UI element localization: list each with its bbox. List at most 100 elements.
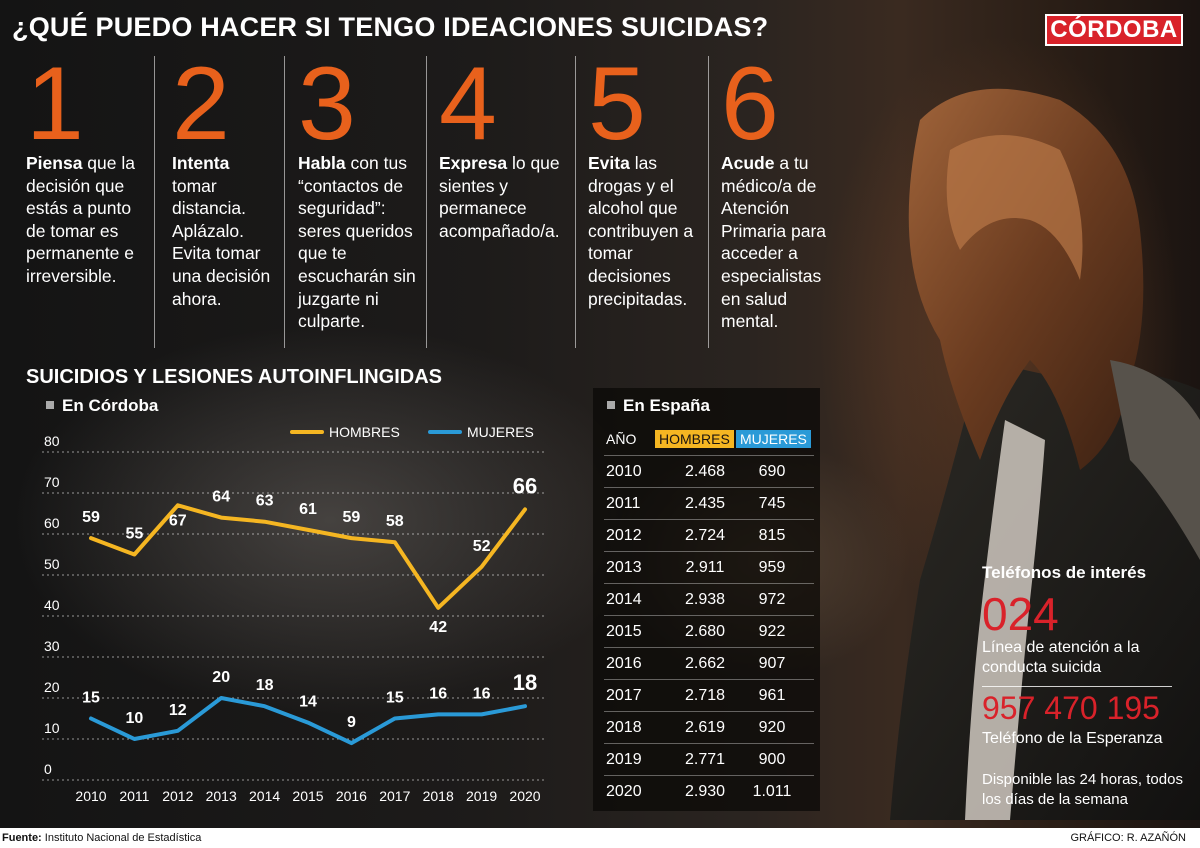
step-text: Expresa lo que sientes y permanece acomp… xyxy=(439,152,567,242)
table-row: 2018 2.619 920 xyxy=(604,711,814,743)
data-label: 64 xyxy=(212,489,230,506)
table-cell-women: 690 xyxy=(758,463,786,480)
step-keyword: Intenta xyxy=(172,153,230,173)
step-6: 6 Acude a tu médico/a de Atención Primar… xyxy=(721,52,831,333)
step-keyword: Habla xyxy=(298,153,346,173)
table-row: 2010 2.468 690 xyxy=(604,455,814,487)
phone-number-esperanza[interactable]: 957 470 195 xyxy=(982,690,1160,726)
x-tick-label: 2019 xyxy=(466,788,497,804)
step-body: tomar distancia. Aplázalo. Evita tomar u… xyxy=(172,175,271,309)
table-header-men-label: HOMBRES xyxy=(655,430,734,448)
data-label: 42 xyxy=(429,619,447,636)
step-1: 1 Piensa que la decisión que estás a pun… xyxy=(26,52,148,288)
table-header-women-label: MUJERES xyxy=(736,430,811,448)
phone-description-2: Teléfono de la Esperanza xyxy=(982,730,1163,747)
table-cell-year: 2017 xyxy=(606,687,642,704)
data-label: 18 xyxy=(256,677,274,694)
x-tick-label: 2020 xyxy=(509,788,540,804)
data-label: 20 xyxy=(212,669,230,686)
step-body: lo que sientes y permanece acompañado/a. xyxy=(439,153,560,241)
table-cell-men: 2.619 xyxy=(684,719,726,736)
step-3: 3 Habla con tus “contactos de seguridad”… xyxy=(298,52,418,333)
phone-number-024[interactable]: 024 xyxy=(982,588,1059,640)
data-label: 66 xyxy=(513,473,537,498)
table-cell-men: 2.680 xyxy=(684,623,726,640)
step-divider xyxy=(708,56,709,348)
table-cell-men: 2.468 xyxy=(684,463,726,480)
table-cell-women: 900 xyxy=(758,751,786,768)
source-text: Instituto Nacional de Estadística xyxy=(41,832,202,844)
step-number: 2 xyxy=(172,46,230,162)
table-cell-year: 2015 xyxy=(606,623,642,640)
table-cell-year: 2010 xyxy=(606,463,642,480)
data-label: 9 xyxy=(347,714,356,731)
series-line-mujeres xyxy=(89,696,527,746)
table-row: 2020 2.930 1.011 xyxy=(604,775,814,807)
graphic-credit: GRÁFICO: R. AZAÑÓN xyxy=(1070,832,1186,844)
x-tick-label: 2016 xyxy=(336,788,367,804)
spain-table-title-text: En España xyxy=(623,396,710,415)
table-cell-year: 2012 xyxy=(606,527,642,544)
table-cell-year: 2018 xyxy=(606,719,642,736)
y-tick-label: 10 xyxy=(44,720,60,736)
phone-availability: Disponible las 24 horas, todos los días … xyxy=(982,771,1183,808)
chart-subtitle-text: En Córdoba xyxy=(62,396,159,415)
table-cell-year: 2013 xyxy=(606,559,642,576)
table-header-women: MUJERES xyxy=(736,430,811,448)
step-body: que la decisión que estás a punto de tom… xyxy=(26,153,135,286)
table-cell-men: 2.435 xyxy=(684,495,726,512)
data-label: 59 xyxy=(343,509,361,526)
data-label: 16 xyxy=(429,685,447,702)
table-cell-men: 2.911 xyxy=(685,559,725,576)
data-label: 67 xyxy=(169,512,187,529)
table-cell-men: 2.662 xyxy=(684,655,726,672)
table-cell-women: 815 xyxy=(758,527,786,544)
table-cell-men: 2.938 xyxy=(684,591,726,608)
step-body: las drogas y el alcohol que contribuyen … xyxy=(588,153,694,309)
step-text: Evita las drogas y el alcohol que contri… xyxy=(588,152,698,310)
step-keyword: Evita xyxy=(588,153,630,173)
table-row: 2017 2.718 961 xyxy=(604,679,814,711)
table-row: 2011 2.435 745 xyxy=(604,487,814,519)
legend-label: MUJERES xyxy=(467,424,534,440)
table-cell-women: 961 xyxy=(758,687,786,704)
data-label: 15 xyxy=(386,690,404,707)
table-row: 2013 2.911 959 xyxy=(604,551,814,583)
step-divider xyxy=(426,56,427,348)
y-tick-label: 20 xyxy=(44,679,60,695)
spain-table-panel xyxy=(593,388,820,811)
step-number: 1 xyxy=(26,46,84,162)
data-label: 55 xyxy=(126,526,144,543)
table-cell-men: 2.718 xyxy=(684,687,726,704)
table-cell-women: 1.011 xyxy=(752,783,792,800)
data-label: 10 xyxy=(126,710,144,727)
step-number: 6 xyxy=(721,46,779,162)
data-label: 63 xyxy=(256,493,274,510)
step-text: Habla con tus “contactos de seguridad”: … xyxy=(298,152,418,333)
data-label: 61 xyxy=(299,501,317,518)
table-cell-women: 907 xyxy=(758,655,786,672)
data-label: 59 xyxy=(82,509,100,526)
phones-title: Teléfonos de interés xyxy=(982,563,1147,582)
step-body: a tu médico/a de Atención Primaria para … xyxy=(721,153,827,332)
step-number: 5 xyxy=(588,46,646,162)
table-row: 2014 2.938 972 xyxy=(604,583,814,615)
x-tick-label: 2010 xyxy=(75,788,106,804)
step-text: Intenta tomar distancia. Aplázalo. Evita… xyxy=(172,152,276,310)
chart-section-title: SUICIDIOS Y LESIONES AUTOINFLINGIDAS xyxy=(26,366,442,388)
table-row: 2019 2.771 900 xyxy=(604,743,814,775)
square-bullet-icon xyxy=(46,400,54,409)
step-keyword: Acude xyxy=(721,153,775,173)
step-4: 4 Expresa lo que sientes y permanece aco… xyxy=(439,52,567,242)
step-5: 5 Evita las drogas y el alcohol que cont… xyxy=(588,52,698,310)
table-cell-women: 922 xyxy=(758,623,786,640)
data-label: 12 xyxy=(169,702,187,719)
step-divider xyxy=(154,56,155,348)
step-keyword: Expresa xyxy=(439,153,508,173)
spain-table-title: En España xyxy=(607,396,710,416)
data-label: 14 xyxy=(299,694,317,711)
table-header-men: HOMBRES xyxy=(655,430,734,448)
phone-description-1: Línea de atención a la conducta suicida xyxy=(982,639,1140,676)
x-tick-label: 2015 xyxy=(292,788,323,804)
